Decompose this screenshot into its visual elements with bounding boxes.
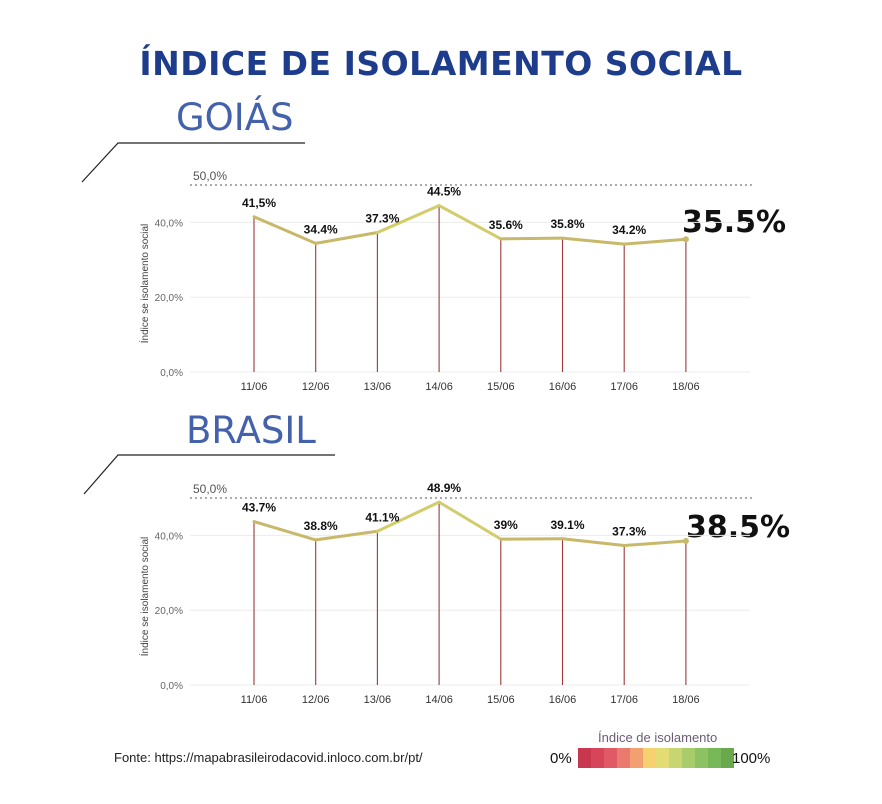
legend-min-label: 0% [550, 750, 572, 767]
y-axis-label: Índice se isolamento social [138, 537, 151, 657]
series-line-segment [314, 529, 379, 542]
legend-swatch [721, 748, 734, 768]
series-line-segment [375, 500, 441, 533]
legend-swatch [656, 748, 669, 768]
series-line-segment [314, 230, 379, 245]
data-label: 35.6% [489, 218, 523, 232]
series-line-segment [252, 520, 318, 542]
y-tick-label: 40,0% [155, 531, 183, 542]
x-tick-label: 14/06 [425, 381, 453, 393]
data-label: 43.7% [242, 501, 276, 515]
x-tick-label: 14/06 [425, 694, 453, 706]
source-note: Fonte: https://mapabrasileirodacovid.inl… [114, 750, 423, 765]
x-tick-label: 17/06 [610, 381, 638, 393]
data-label: 34.4% [304, 222, 338, 236]
legend-swatch [630, 748, 643, 768]
x-tick-label: 16/06 [549, 381, 577, 393]
legend-max-label: 100% [732, 750, 771, 767]
series-line-segment [252, 215, 318, 245]
x-tick-label: 13/06 [364, 694, 392, 706]
series-line-segment [622, 237, 688, 246]
region-title-goias: GOIÁS [176, 96, 294, 139]
legend-color-scale [578, 748, 734, 768]
y-tick-label: 20,0% [155, 293, 183, 304]
data-label: 37.3% [612, 524, 646, 538]
y-axis-label: Índice se isolamento social [138, 224, 151, 344]
y-tick-label: 0,0% [160, 681, 183, 692]
legend-swatch [578, 748, 591, 768]
data-label: 44.5% [427, 185, 461, 199]
y-tick-label: 20,0% [155, 606, 183, 617]
goias-title-bracket-line [81, 142, 305, 183]
x-tick-label: 17/06 [610, 694, 638, 706]
data-label: 39% [494, 518, 518, 532]
series-line-segment [437, 204, 503, 241]
series-line-segment [437, 500, 503, 541]
x-tick-label: 15/06 [487, 694, 515, 706]
region-title-brasil: BRASIL [186, 409, 316, 452]
data-point [682, 236, 689, 243]
x-tick-label: 11/06 [241, 694, 268, 706]
data-label: 34.2% [612, 223, 646, 237]
legend-swatch [617, 748, 630, 768]
x-tick-label: 13/06 [364, 381, 392, 393]
legend-swatch [591, 748, 604, 768]
series-line-segment [499, 236, 564, 241]
data-label: 41.1% [365, 510, 399, 524]
legend-swatch [643, 748, 656, 768]
legend-swatch [669, 748, 682, 768]
legend-swatch [682, 748, 695, 768]
legend-swatch [708, 748, 721, 768]
legend-swatch [695, 748, 708, 768]
max-reference-label: 50,0% [193, 169, 227, 183]
data-label: 48.9% [427, 481, 461, 495]
data-label: 39.1% [550, 518, 584, 532]
x-tick-label: 18/06 [672, 381, 700, 393]
brasil-title-bracket-line [83, 454, 335, 495]
x-tick-label: 16/06 [549, 694, 577, 706]
data-label: 37.3% [365, 211, 399, 225]
y-tick-label: 0,0% [160, 368, 183, 379]
brasil-chart: 0,0% 20,0% 40,0% 50,0% Índice se isolamento … [138, 481, 752, 706]
data-label: 35.8% [550, 217, 584, 231]
legend-title: Índice de isolamento [598, 730, 718, 745]
x-tick-label: 15/06 [487, 381, 515, 393]
y-tick-label: 40,0% [155, 218, 183, 229]
x-tick-label: 11/06 [241, 381, 268, 393]
brasil-current-value: 38.5% [686, 510, 791, 545]
series-line-segment [375, 204, 441, 234]
x-tick-label: 12/06 [302, 381, 330, 393]
page-title: ÍNDICE DE ISOLAMENTO SOCIAL [139, 44, 743, 83]
data-label: 41,5% [242, 196, 276, 210]
data-label: 38.8% [304, 519, 338, 533]
goias-chart: 0,0% 20,0% 40,0% 50,0% Índice se isolamento … [138, 169, 752, 393]
series-line-segment [561, 236, 626, 246]
series-line-segment [561, 537, 626, 547]
x-tick-label: 12/06 [302, 694, 330, 706]
series-line-segment [622, 539, 688, 547]
x-tick-label: 18/06 [672, 694, 700, 706]
legend-swatch [604, 748, 617, 768]
max-reference-label: 50,0% [193, 482, 227, 496]
data-point [682, 538, 689, 545]
